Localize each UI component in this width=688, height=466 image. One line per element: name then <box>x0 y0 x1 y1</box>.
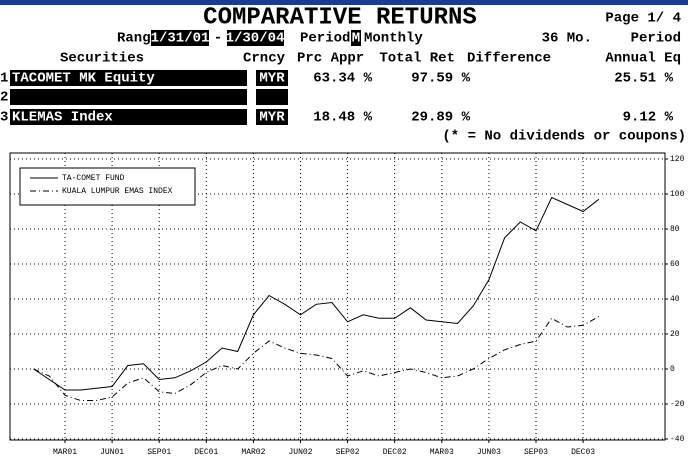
legend-label: TA-COMET FUND <box>62 174 125 183</box>
legend-box <box>19 167 196 206</box>
x-tick-label: JUN02 <box>288 448 312 457</box>
x-tick-label: JUN03 <box>477 448 501 457</box>
total-return: 29.89 % <box>411 110 470 126</box>
x-tick-label: DEC02 <box>383 448 407 457</box>
security[interactable]: KLEMAS Index <box>12 110 113 126</box>
note: (* = No dividends or coupons) <box>442 129 686 145</box>
series-line <box>33 316 600 401</box>
security-field[interactable] <box>10 89 247 105</box>
price-appreciation: 63.34 % <box>313 71 372 87</box>
row-number: 1 <box>0 71 8 87</box>
y-tick-label: 40 <box>670 295 680 304</box>
x-tick-label: DEC03 <box>571 448 595 457</box>
field-box <box>227 30 284 46</box>
start-date[interactable]: 1/31/01 <box>151 31 210 47</box>
currency[interactable]: MYR <box>259 71 285 87</box>
period-label: Period <box>300 31 350 47</box>
y-tick-label: 60 <box>670 260 680 269</box>
range-label: Range <box>117 31 159 47</box>
column-header: Prc Appr <box>297 51 364 67</box>
y-tick-label: 80 <box>670 225 680 234</box>
page-indicator: Page 1/ 4 <box>605 11 681 27</box>
period-code[interactable]: M <box>352 31 360 47</box>
series-line <box>33 196 600 391</box>
chart: -40 -20 0 20 40 60 80 100 120 MAR01 JUN01 SEP01 DEC0… <box>10 153 685 457</box>
x-tick-label: SEP01 <box>147 448 171 457</box>
months: 36 Mo. <box>542 31 592 47</box>
row-number: 3 <box>0 110 8 126</box>
x-tick-label: SEP02 <box>336 448 360 457</box>
x-tick-label: JUN01 <box>100 448 124 457</box>
y-tick-label: 20 <box>670 330 680 339</box>
field-box <box>351 30 361 46</box>
row-number: 2 <box>0 90 8 106</box>
top-bar <box>0 0 688 5</box>
column-header: Total Ret <box>379 51 455 67</box>
y-tick-label: 120 <box>670 155 685 164</box>
currency-field <box>256 70 288 86</box>
currency-field[interactable] <box>256 89 288 105</box>
legend-label: KUALA LUMPUR EMAS INDEX <box>62 187 173 196</box>
security-field <box>10 70 247 86</box>
security[interactable]: TACOMET MK Equity <box>12 71 155 87</box>
price-appreciation: 18.48 % <box>313 110 372 126</box>
column-header: Securities <box>60 51 144 67</box>
y-tick-label: -40 <box>670 435 685 444</box>
y-tick-label: -20 <box>670 400 685 409</box>
x-tick-label: MAR03 <box>430 448 454 457</box>
x-tick-label: SEP03 <box>524 448 548 457</box>
annual-equivalent: 9.12 % <box>623 110 674 126</box>
title: COMPARATIVE RETURNS <box>203 4 477 31</box>
period-value: Monthly <box>364 31 423 47</box>
x-tick-label: DEC01 <box>194 448 218 457</box>
period-label-2: Period <box>631 31 681 47</box>
column-header: Difference <box>467 51 551 67</box>
y-tick-label: 0 <box>670 365 675 374</box>
currency-field <box>256 109 288 125</box>
range-dash: - <box>214 31 222 47</box>
end-date[interactable]: 1/30/04 <box>226 31 285 47</box>
currency[interactable]: MYR <box>259 110 285 126</box>
security-field <box>10 109 247 125</box>
column-header: Annual Eq <box>605 51 681 67</box>
column-header: Crncy <box>243 51 286 67</box>
field-box <box>151 30 209 46</box>
x-tick-label: MAR02 <box>241 448 265 457</box>
annual-equivalent: 25.51 % <box>614 71 673 87</box>
x-tick-label: MAR01 <box>53 448 77 457</box>
total-return: 97.59 % <box>411 71 470 87</box>
y-tick-label: 100 <box>670 190 685 199</box>
